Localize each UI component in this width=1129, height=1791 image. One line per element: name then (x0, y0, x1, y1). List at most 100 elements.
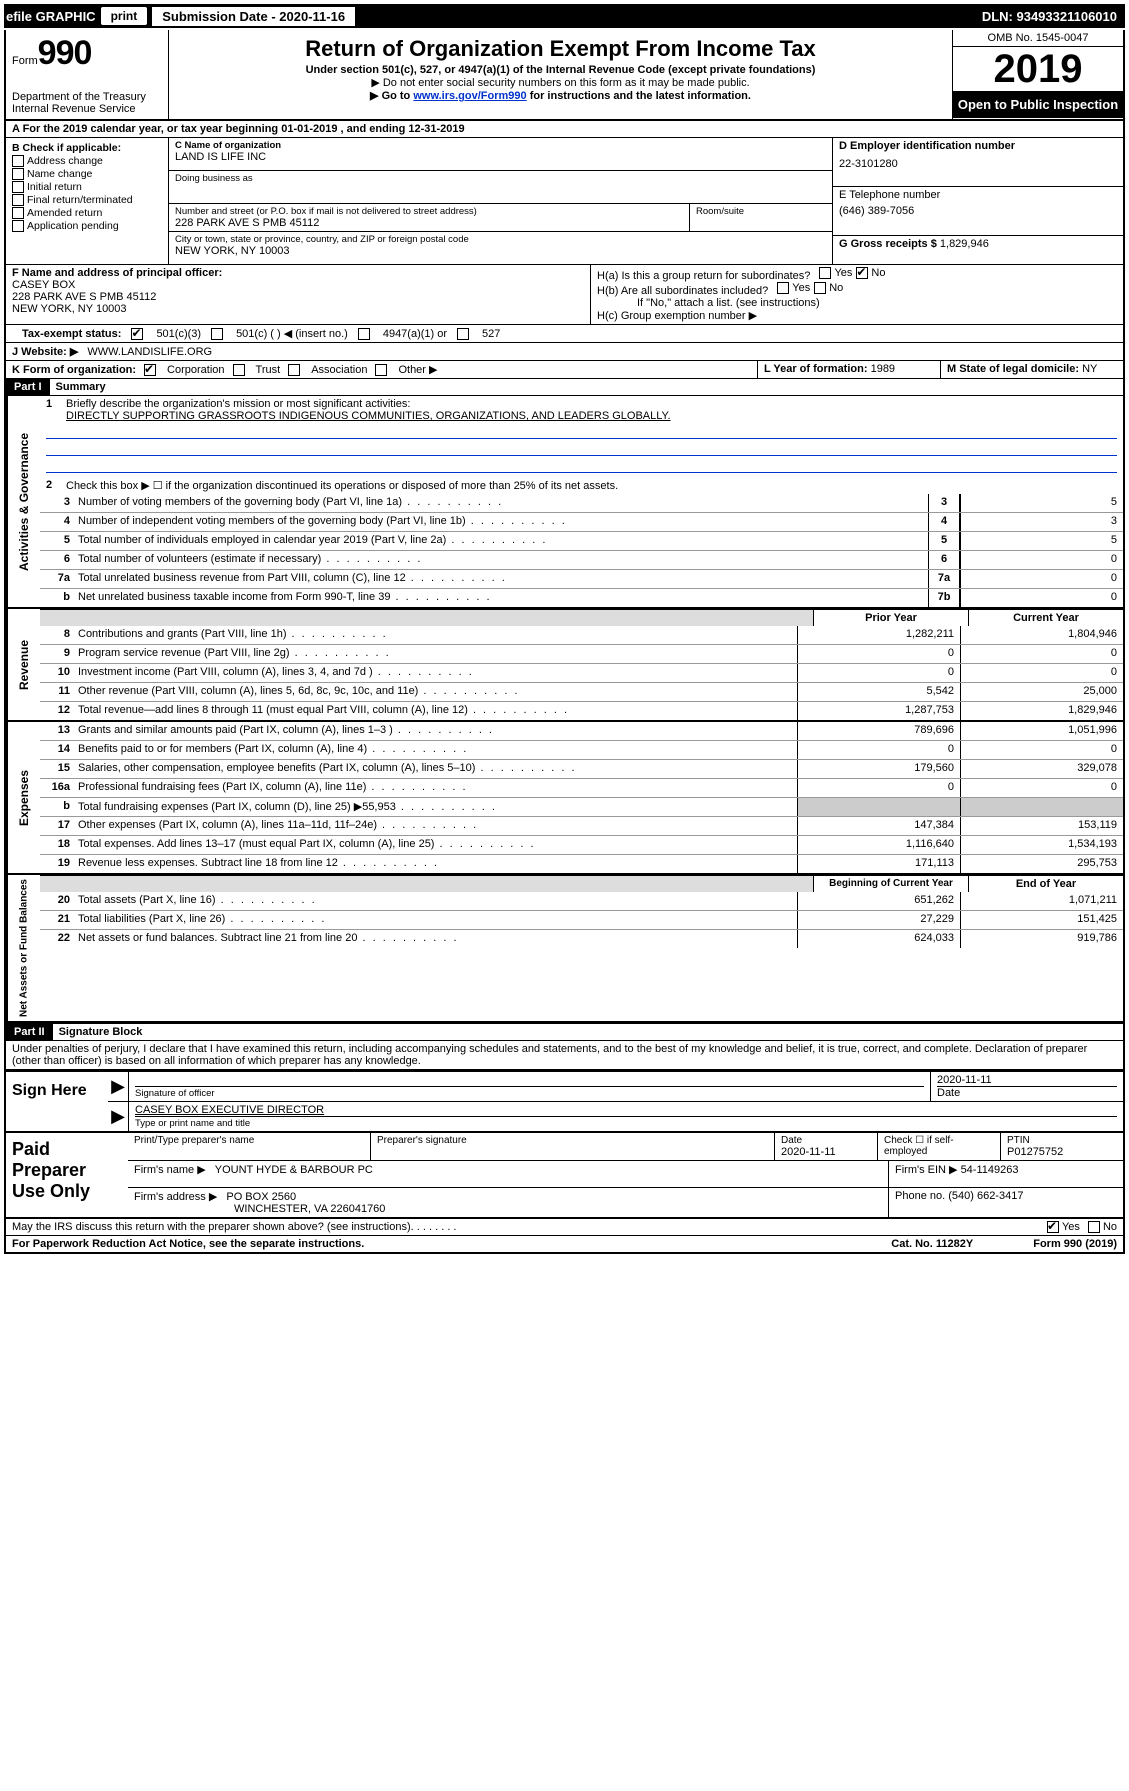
pra-notice: For Paperwork Reduction Act Notice, see … (12, 1238, 364, 1250)
firm-name-lbl: Firm's name ▶ (134, 1164, 206, 1176)
prep-ptin-lbl: PTIN (1007, 1135, 1117, 1146)
c-name-lbl: C Name of organization (175, 140, 826, 151)
part1-hdr: Part I (6, 379, 50, 395)
summary-line: 12 Total revenue—add lines 8 through 11 … (40, 701, 1123, 720)
hc-lbl: H(c) Group exemption number ▶ (597, 309, 1117, 322)
chk-final-return[interactable] (12, 194, 24, 206)
b-item: Initial return (27, 181, 82, 193)
chk-assoc[interactable] (288, 364, 300, 376)
summary-line: 14 Benefits paid to or for members (Part… (40, 740, 1123, 759)
ha-no[interactable] (856, 267, 868, 279)
k-opt: Trust (256, 364, 281, 376)
firm-ein-lbl: Firm's EIN ▶ (895, 1164, 958, 1176)
submission-date: Submission Date - 2020-11-16 (152, 7, 355, 26)
b-item: Name change (27, 168, 92, 180)
firm-ein-val: 54-1149263 (961, 1164, 1019, 1176)
chk-501c[interactable] (211, 328, 223, 340)
g-receipts-val: 1,829,946 (940, 238, 989, 250)
k-opt: Corporation (167, 364, 224, 376)
prep-sig-lbl: Preparer's signature (377, 1135, 768, 1146)
chk-corp[interactable] (144, 364, 156, 376)
ha-yes[interactable] (819, 267, 831, 279)
note-ssn: ▶ Do not enter social security numbers o… (175, 76, 946, 89)
part1-title: Summary (50, 379, 112, 395)
prep-ptin-val: P01275752 (1007, 1146, 1117, 1158)
sig-date-lbl: Date (937, 1086, 1117, 1099)
efile-label: efile GRAPHIC (6, 9, 96, 24)
hdr-end: End of Year (968, 876, 1123, 892)
chk-trust[interactable] (233, 364, 245, 376)
summary-line: 6 Total number of volunteers (estimate i… (40, 550, 1123, 569)
summary-line: 18 Total expenses. Add lines 13–17 (must… (40, 835, 1123, 854)
side-revenue: Revenue (6, 609, 40, 720)
note-goto-post: for instructions and the latest informat… (527, 90, 751, 102)
hb-yes[interactable] (777, 282, 789, 294)
summary-line: 5 Total number of individuals employed i… (40, 531, 1123, 550)
discuss-no[interactable] (1088, 1221, 1100, 1233)
part2-hdr: Part II (6, 1024, 53, 1040)
hb-lbl: H(b) Are all subordinates included? (597, 285, 768, 297)
form-title: Return of Organization Exempt From Incom… (175, 36, 946, 62)
open-to-public: Open to Public Inspection (953, 91, 1123, 118)
discuss-yes[interactable] (1047, 1221, 1059, 1233)
c-dba-lbl: Doing business as (175, 173, 826, 184)
note-goto-pre: ▶ Go to (370, 90, 413, 102)
sig-officer-lbl: Signature of officer (135, 1086, 924, 1099)
form-header: Form 990 Department of the Treasury Inte… (6, 30, 1123, 121)
chk-initial-return[interactable] (12, 181, 24, 193)
firm-name-val: YOUNT HYDE & BARBOUR PC (215, 1164, 373, 1176)
chk-other[interactable] (375, 364, 387, 376)
i-lbl: Tax-exempt status: (12, 328, 121, 340)
summary-line: 4 Number of independent voting members o… (40, 512, 1123, 531)
chk-501c3[interactable] (131, 328, 143, 340)
period-end: 12-31-2019 (408, 123, 464, 135)
summary-line: b Total fundraising expenses (Part IX, c… (40, 797, 1123, 816)
l-val: 1989 (871, 363, 895, 375)
top-bar: efile GRAPHIC print Submission Date - 20… (4, 4, 1125, 28)
org-addr: 228 PARK AVE S PMB 45112 (175, 217, 683, 229)
b-item: Address change (27, 155, 103, 167)
hb-no[interactable] (814, 282, 826, 294)
prep-date-lbl: Date (781, 1135, 871, 1146)
firm-phone-lbl: Phone no. (895, 1190, 945, 1202)
q1-text: Briefly describe the organization's miss… (66, 398, 410, 410)
row-a-period: A For the 2019 calendar year, or tax yea… (6, 121, 1123, 138)
section-f: F Name and address of principal officer:… (6, 265, 590, 324)
summary-line: 10 Investment income (Part VIII, column … (40, 663, 1123, 682)
prep-date-val: 2020-11-11 (781, 1146, 871, 1158)
paid-preparer-lbl: Paid Preparer Use Only (6, 1133, 128, 1217)
m-lbl: M State of legal domicile: (947, 363, 1079, 375)
prep-name-lbl: Print/Type preparer's name (134, 1135, 364, 1146)
irs-link[interactable]: www.irs.gov/Form990 (413, 90, 526, 102)
print-button[interactable]: print (100, 6, 149, 26)
summary-line: 22 Net assets or fund balances. Subtract… (40, 929, 1123, 948)
chk-address-change[interactable] (12, 155, 24, 167)
period-mid: , and ending (337, 123, 408, 135)
summary-line: 8 Contributions and grants (Part VIII, l… (40, 626, 1123, 644)
e-phone-val: (646) 389-7056 (839, 205, 1117, 217)
chk-527[interactable] (457, 328, 469, 340)
q1-answer: DIRECTLY SUPPORTING GRASSROOTS INDIGENOU… (46, 410, 1117, 422)
summary-line: 16a Professional fundraising fees (Part … (40, 778, 1123, 797)
c-addr-lbl: Number and street (or P.O. box if mail i… (175, 206, 683, 217)
e-phone-lbl: E Telephone number (839, 189, 1117, 201)
i-opt: 4947(a)(1) or (383, 328, 447, 340)
b-item: Amended return (27, 207, 102, 219)
j-lbl: J Website: ▶ (12, 346, 78, 358)
tax-year: 2019 (953, 47, 1123, 91)
dln-number: DLN: 93493321106010 (982, 9, 1123, 24)
cat-no: Cat. No. 11282Y (891, 1238, 973, 1250)
summary-line: 13 Grants and similar amounts paid (Part… (40, 722, 1123, 740)
chk-name-change[interactable] (12, 168, 24, 180)
form-subtitle: Under section 501(c), 527, or 4947(a)(1)… (175, 64, 946, 76)
chk-4947[interactable] (358, 328, 370, 340)
chk-amended-return[interactable] (12, 207, 24, 219)
l-lbl: L Year of formation: (764, 363, 868, 375)
side-expenses: Expenses (6, 722, 40, 873)
d-ein-val: 22-3101280 (839, 158, 1117, 170)
chk-application-pending[interactable] (12, 220, 24, 232)
part2-title: Signature Block (53, 1024, 149, 1040)
hdr-current: Current Year (968, 610, 1123, 626)
k-opt: Association (311, 364, 367, 376)
summary-line: 21 Total liabilities (Part X, line 26) 2… (40, 910, 1123, 929)
